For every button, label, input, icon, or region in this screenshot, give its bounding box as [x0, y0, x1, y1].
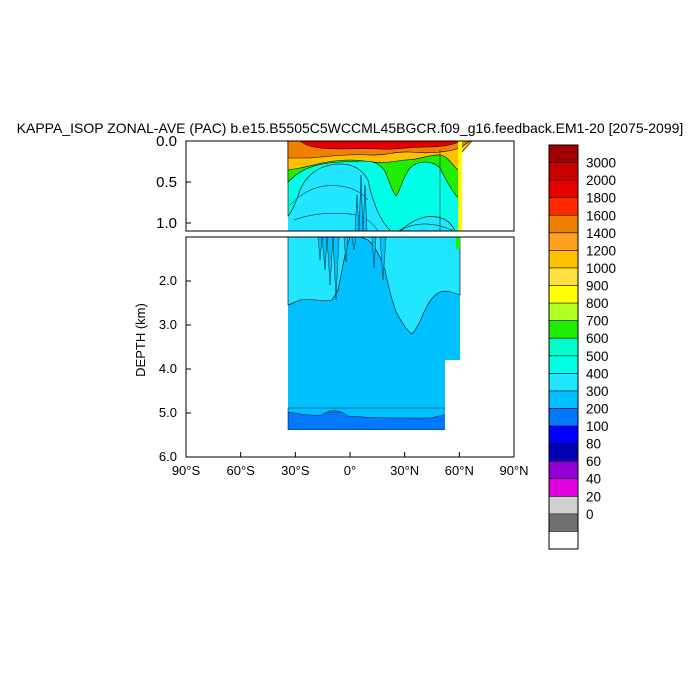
lower-y-tick-label: 5.0: [159, 405, 177, 420]
colorbar-label: 3000: [586, 156, 616, 171]
colorbar-label: 1600: [586, 208, 616, 223]
colorbar-label: 200: [586, 401, 609, 416]
colorbar-box: [549, 303, 578, 321]
colorbar-box: [549, 461, 578, 479]
colorbar-label: 800: [586, 296, 609, 311]
x-axis: 90°S 60°S 30°S 0° 30°N 60°N 90°N: [172, 452, 529, 478]
y-axis-label: DEPTH (km): [133, 303, 148, 377]
colorbar-box: [549, 338, 578, 356]
colorbar-box: [549, 320, 578, 339]
upper-y-tick-label: 1.0: [156, 215, 177, 232]
colorbar-box: [549, 478, 578, 497]
x-tick-label: 90°S: [172, 463, 201, 478]
colorbar-label: 300: [586, 384, 609, 399]
upper-y-tick-label: 0.5: [156, 174, 177, 191]
upper-panel: [287, 141, 473, 231]
x-tick-label: 60°S: [226, 463, 255, 478]
colorbar-label: 0: [586, 507, 594, 522]
field-nodata-bottom: [288, 430, 468, 457]
colorbar-box: [549, 145, 578, 163]
colorbar-label: 40: [586, 472, 601, 487]
x-tick-label: 90°N: [499, 463, 528, 478]
colorbar-frame: [548, 144, 579, 550]
colorbar-box: [549, 496, 578, 514]
colorbar-box: [549, 513, 578, 532]
colorbar-box: [549, 531, 578, 549]
colorbar-label: 60: [586, 454, 601, 469]
field-edge-strip-lower: [456, 237, 460, 249]
x-tick-label: 30°S: [281, 463, 310, 478]
lower-panel: [287, 237, 468, 457]
upper-y-axis: 0.0 0.5 1.0: [156, 133, 191, 232]
field-edge-strip: [458, 141, 462, 231]
colorbar-label: 1000: [586, 261, 616, 276]
colorbar-box: [549, 355, 578, 374]
colorbar-label: 500: [586, 349, 609, 364]
lower-y-axis: 2.0 3.0 4.0 5.0 6.0: [159, 273, 191, 464]
colorbar-label: 1200: [586, 243, 616, 258]
colorbar-box: [549, 232, 578, 251]
colorbar-label: 100: [586, 419, 609, 434]
lower-y-tick-label: 2.0: [159, 273, 177, 288]
colorbar-label: 80: [586, 437, 601, 452]
field-contour-lines-upper: [289, 150, 456, 231]
colorbar: 3000200018001600140012001000900800700600…: [548, 144, 616, 550]
field-region-surface-peak: [299, 141, 461, 150]
colorbar-label: 2000: [586, 173, 616, 188]
colorbar-box: [549, 443, 578, 462]
field-spikes-upper: [354, 174, 368, 231]
chart-title: KAPPA_ISOP ZONAL-AVE (PAC) b.e15.B5505C5…: [17, 120, 684, 136]
colorbar-box: [549, 267, 578, 286]
x-tick-label: 60°N: [445, 463, 474, 478]
colorbar-box: [549, 373, 578, 391]
colorbar-label: 20: [586, 489, 601, 504]
colorbar-box: [549, 215, 578, 233]
field-nodata-right: [445, 360, 465, 430]
x-tick-label: 30°N: [390, 463, 419, 478]
x-tick-label: 0°: [344, 463, 356, 478]
colorbar-label: 900: [586, 279, 609, 294]
lower-y-tick-label: 6.0: [159, 449, 177, 464]
colorbar-box: [549, 180, 578, 198]
colorbar-box: [549, 408, 578, 427]
colorbar-box: [549, 390, 578, 409]
colorbar-box: [549, 162, 578, 181]
colorbar-label: 600: [586, 331, 609, 346]
colorbar-label: 1800: [586, 191, 616, 206]
upper-panel-frame: [185, 140, 515, 232]
field-spikes-lower: [317, 237, 387, 301]
colorbar-label: 1400: [586, 226, 616, 241]
colorbar-box: [549, 285, 578, 304]
colorbar-box: [549, 426, 578, 444]
lower-y-tick-label: 3.0: [159, 317, 177, 332]
colorbar-label: 400: [586, 366, 609, 381]
upper-y-tick-label: 0.0: [156, 133, 177, 150]
colorbar-label: 700: [586, 314, 609, 329]
lower-y-tick-label: 4.0: [159, 361, 177, 376]
colorbar-box: [549, 250, 578, 268]
colorbar-box: [549, 197, 578, 216]
